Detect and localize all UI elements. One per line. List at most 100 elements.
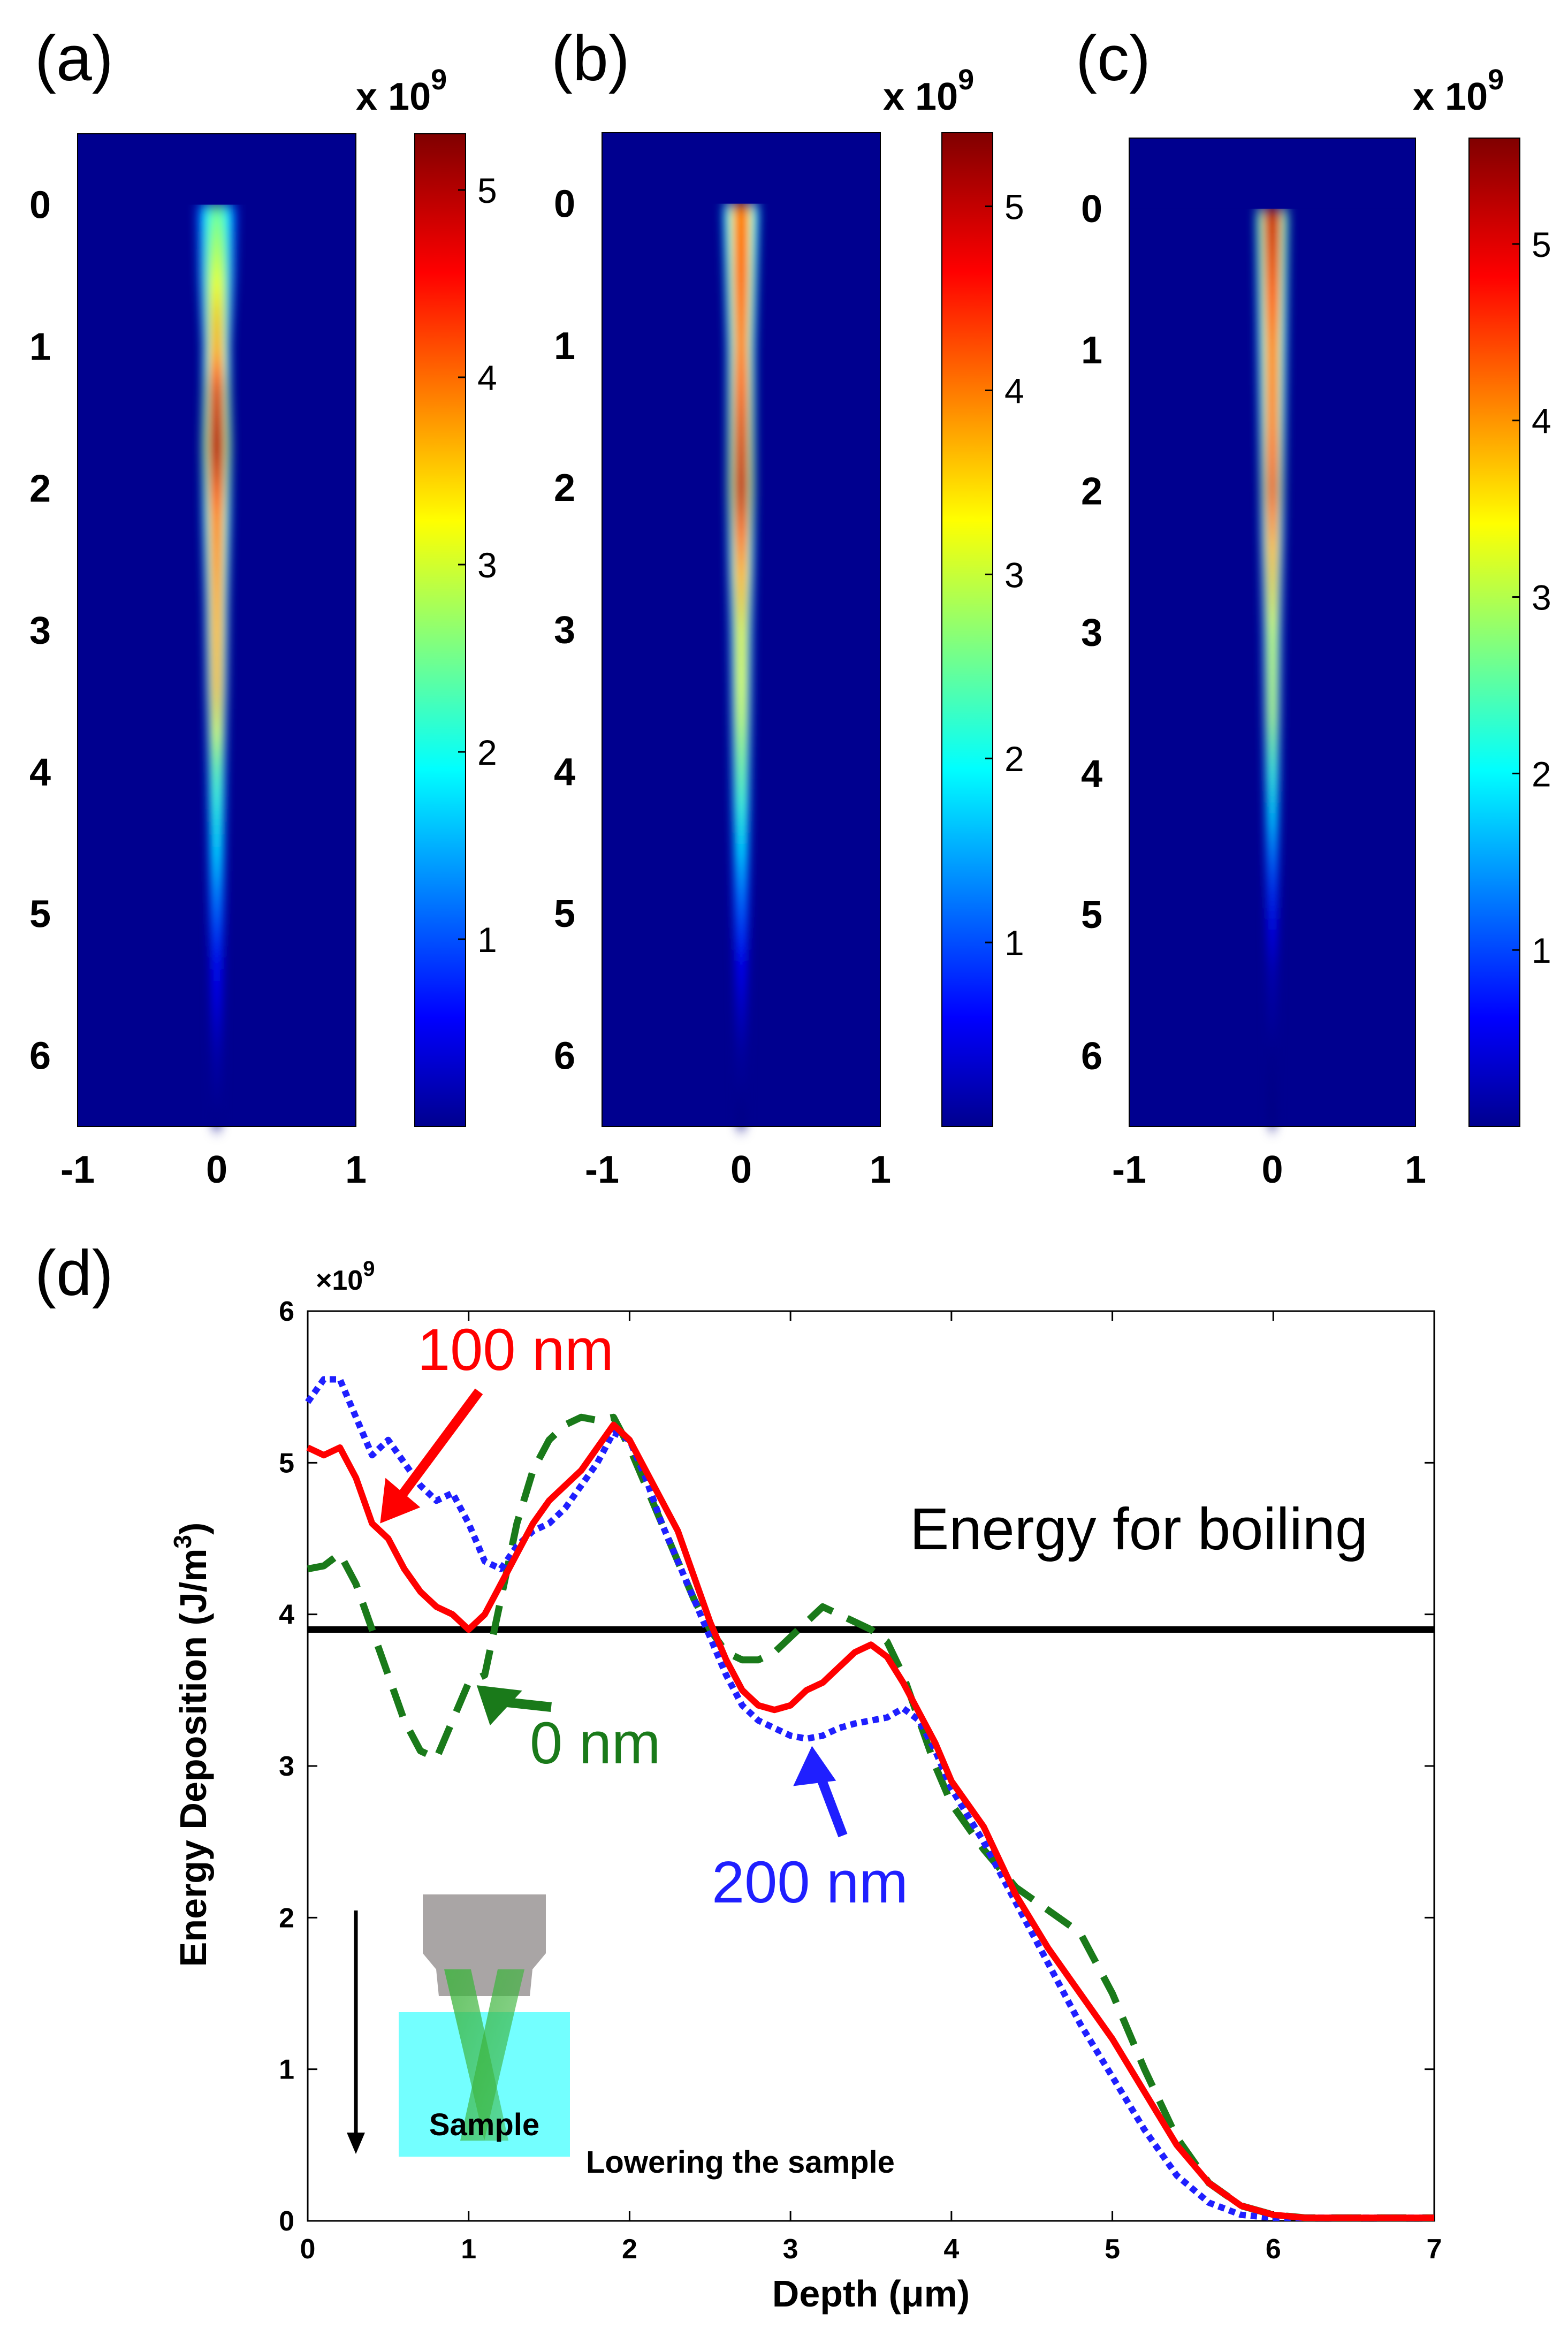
beam-segment-core — [737, 603, 745, 613]
colorbar-exponent-base: x 10 — [883, 75, 958, 118]
colorbar-exponent: x 109 — [1413, 64, 1504, 118]
beam-segment-core — [738, 629, 744, 641]
beam-segment-core — [212, 373, 221, 379]
beam-segment-core — [739, 1034, 743, 1046]
lowering-arrow-head — [347, 2133, 365, 2154]
beam-segment-core — [212, 329, 221, 338]
beam-segment-core — [1268, 243, 1277, 254]
beam-segment-core — [1269, 632, 1275, 644]
colorbar-tick-label: 5 — [477, 171, 497, 210]
beam-segment-core — [215, 1055, 218, 1065]
beam-segment-core — [212, 311, 222, 321]
beam-segment-core — [737, 452, 745, 462]
y-tick-label: 2 — [29, 468, 51, 511]
annotation-100nm: 100 nm — [417, 1317, 614, 1383]
beam-segment-core — [215, 881, 219, 893]
y-tick-label: 3 — [279, 1751, 294, 1782]
beam-segment-core — [739, 991, 743, 1003]
beam-segment-core — [212, 481, 221, 491]
beam-segment-core — [212, 463, 221, 473]
beam-segment-core — [739, 906, 743, 918]
annotation-arrow-200nm — [815, 1773, 848, 1838]
beam-segment-core — [1270, 674, 1275, 686]
beam-segment-core — [737, 523, 745, 533]
colorbar-tick-label: 4 — [477, 358, 497, 398]
beam-segment-core — [215, 935, 219, 947]
beam-segment-core — [214, 784, 219, 797]
beam-segment-core — [214, 846, 219, 859]
objective-lens-icon — [423, 1894, 546, 1969]
beam-segment-core — [212, 337, 221, 347]
beam-segment-core — [737, 345, 745, 355]
beam-segment-core — [214, 729, 219, 741]
beam-segment-core — [736, 275, 746, 284]
beam-segment-core — [214, 602, 220, 613]
colorbar-tick-label: 2 — [477, 733, 497, 772]
beam-segment-core — [739, 779, 744, 790]
beam-segment-core — [1270, 908, 1274, 919]
x-tick-label: 2 — [622, 2234, 637, 2265]
beam-segment-core — [211, 231, 223, 241]
beam-segment-core — [1269, 447, 1276, 456]
beam-segment-core — [214, 809, 219, 823]
beam-segment-core — [1269, 500, 1276, 509]
beam-segment-core — [212, 378, 221, 385]
beam-segment-core — [1268, 332, 1276, 342]
beam-segment-core — [1270, 759, 1275, 771]
beam-segment-core — [1270, 886, 1274, 898]
y-tick-label: 4 — [554, 751, 575, 794]
panel-label-b: (b) — [551, 22, 630, 94]
y-tick-label: 6 — [279, 1296, 294, 1327]
beam-segment-core — [212, 389, 221, 397]
beam-group — [196, 204, 237, 1127]
x-tick-label: 1 — [345, 1148, 367, 1191]
beam-segment-core — [738, 714, 744, 726]
beam-segment-core — [740, 1100, 743, 1109]
sample-label: Sample — [429, 2107, 539, 2142]
colorbar-tick-label: 3 — [1004, 555, 1024, 595]
beam-segment-core — [1269, 535, 1276, 545]
x-tick-label: 6 — [1266, 2234, 1281, 2265]
beam-segment-core — [1269, 526, 1276, 536]
beam-segment-core — [739, 821, 744, 833]
beam-segment-core — [213, 549, 220, 560]
beam-segment-core — [1269, 579, 1275, 589]
x-tick-label: 1 — [870, 1148, 891, 1191]
beam-segment-core — [212, 499, 221, 508]
beam-segment-core — [738, 747, 744, 758]
x-axis-title: Depth (μm) — [772, 2273, 970, 2315]
beam-segment-core — [214, 697, 220, 709]
x-tick-label: 4 — [943, 2234, 959, 2265]
beam-segment-core — [1268, 288, 1277, 298]
beam-segment-core — [1268, 412, 1276, 421]
beam-segment-core — [738, 651, 744, 663]
x-tick-label: 1 — [1405, 1148, 1426, 1191]
beam-segment-core — [212, 424, 221, 432]
beam-segment-core — [215, 1091, 218, 1101]
y-axis-title: Energy Deposition (J/m3) — [169, 1523, 214, 1967]
beam-segment-core — [1270, 706, 1275, 718]
beam-segment-core — [1270, 812, 1274, 824]
beam-segment-core — [1270, 855, 1274, 866]
beam-segment-core — [738, 640, 744, 652]
beam-segment-core — [737, 354, 745, 364]
beam-segment-core — [213, 538, 220, 550]
series-line-200-nm — [305, 1376, 1434, 2221]
beam-segment-core — [737, 567, 745, 577]
beam-segment-core — [1271, 1013, 1274, 1025]
y-tick-label: 0 — [29, 184, 51, 227]
beam-segment-core — [737, 328, 745, 338]
beam-segment-core — [212, 472, 221, 482]
beam-segment-core — [1270, 950, 1274, 961]
beam-segment-core — [214, 612, 220, 624]
beam-segment-core — [212, 454, 221, 465]
beam-segment-core — [739, 757, 744, 769]
beam-segment-core — [737, 372, 745, 382]
beam-segment-core — [739, 917, 743, 928]
y-tick-label: 2 — [1081, 470, 1102, 513]
beam-segment-core — [1269, 570, 1275, 580]
beam-segment-core — [214, 591, 220, 603]
annotation-200nm: 200 nm — [712, 1849, 908, 1915]
colorbar-tick-label: 5 — [1004, 187, 1024, 227]
beam-segment-core — [737, 443, 745, 453]
